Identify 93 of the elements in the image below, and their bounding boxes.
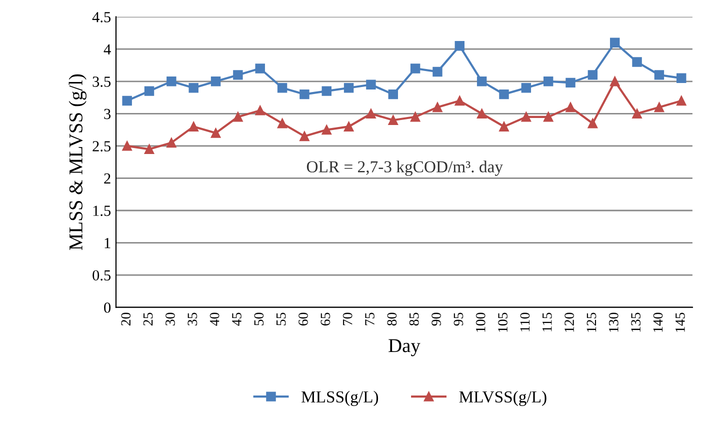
point	[277, 118, 288, 128]
point	[322, 124, 332, 135]
point	[543, 112, 554, 122]
point	[676, 73, 686, 84]
point	[454, 41, 465, 51]
y-axis-title: MLSS & MLVSS (g/l)	[68, 74, 86, 250]
point	[476, 108, 487, 119]
point	[210, 76, 221, 86]
point	[388, 89, 398, 100]
point	[188, 82, 198, 93]
x-tick-label: 75	[365, 312, 374, 326]
point	[188, 122, 198, 132]
y-tick-label: 3	[104, 108, 111, 120]
point	[344, 122, 354, 132]
x-tick-label: 125	[586, 312, 596, 332]
x-tick-label: 100	[476, 312, 486, 332]
point	[122, 141, 132, 151]
x-tick-label: 60	[298, 312, 308, 326]
x-tick-label: 20	[121, 312, 131, 326]
x-tick-label: 45	[232, 312, 242, 326]
point	[144, 86, 154, 96]
point	[588, 70, 598, 80]
legend-label: MLSS(g/L)	[301, 390, 378, 406]
y-tick-label: 2	[104, 173, 110, 184]
x-tick-label: 135	[631, 312, 641, 332]
point	[344, 82, 354, 93]
point	[632, 57, 642, 67]
point	[366, 108, 376, 119]
annotation: OLR = 2,7-3 kgCOD/m³. day	[306, 160, 503, 176]
point	[610, 76, 620, 86]
point	[521, 82, 532, 93]
point	[255, 106, 265, 116]
y-tick-label: 4.5	[92, 12, 111, 22]
x-tick-label: 55	[276, 312, 286, 326]
point	[476, 76, 487, 86]
x-tick-label: 50	[254, 312, 264, 326]
point	[632, 108, 642, 119]
x-tick-label: 25	[143, 312, 153, 326]
x-tick-label: 140	[653, 312, 663, 332]
point	[432, 102, 442, 112]
x-tick-label: 110	[520, 312, 530, 332]
point	[521, 112, 532, 122]
point	[233, 70, 243, 80]
x-tick-label: 115	[542, 312, 552, 332]
x-tick-label: 145	[676, 312, 685, 332]
y-tick-label: 0.5	[92, 270, 111, 281]
point	[122, 96, 132, 106]
x-tick-label: 120	[564, 312, 574, 332]
x-axis-title: Day	[388, 339, 420, 356]
x-tick-label: 40	[210, 312, 220, 326]
y-tick-label: 1	[104, 238, 110, 248]
point	[166, 76, 176, 86]
point	[166, 138, 176, 148]
x-tick-label: 90	[432, 312, 441, 326]
x-tick-label: 95	[454, 312, 464, 326]
point	[410, 112, 420, 122]
point	[654, 70, 664, 80]
x-tick-label: 105	[498, 312, 508, 332]
point	[144, 144, 154, 154]
point	[566, 102, 576, 112]
point	[210, 128, 221, 138]
legend-label: MLVSS(g/L)	[459, 390, 546, 406]
y-tick-label: 2.5	[92, 141, 111, 152]
point	[566, 78, 576, 88]
point	[366, 80, 376, 90]
x-tick-label: 85	[409, 312, 419, 326]
x-tick-label: 130	[608, 312, 618, 332]
y-tick-label: 3.5	[92, 76, 111, 87]
point	[322, 86, 332, 96]
x-tick-label: 30	[166, 312, 175, 326]
point	[454, 96, 465, 106]
point	[610, 38, 620, 48]
x-tick-label: 65	[320, 312, 330, 326]
point	[499, 89, 509, 100]
x-tick-label: 35	[188, 312, 198, 326]
x-tick-label: 70	[342, 312, 352, 326]
point	[277, 82, 288, 93]
y-tick-label: 1.5	[93, 206, 111, 216]
point	[300, 131, 310, 142]
y-tick-label: 4	[104, 44, 111, 54]
point	[410, 64, 420, 74]
point	[255, 64, 265, 74]
point	[432, 66, 442, 77]
y-tick-label: 0	[104, 302, 111, 313]
point	[588, 118, 598, 128]
point	[676, 96, 686, 106]
point	[388, 115, 398, 125]
point	[543, 76, 554, 86]
point	[499, 122, 509, 132]
x-tick-label: 80	[387, 312, 397, 326]
point	[233, 112, 243, 122]
point	[654, 102, 664, 112]
point	[300, 89, 310, 100]
